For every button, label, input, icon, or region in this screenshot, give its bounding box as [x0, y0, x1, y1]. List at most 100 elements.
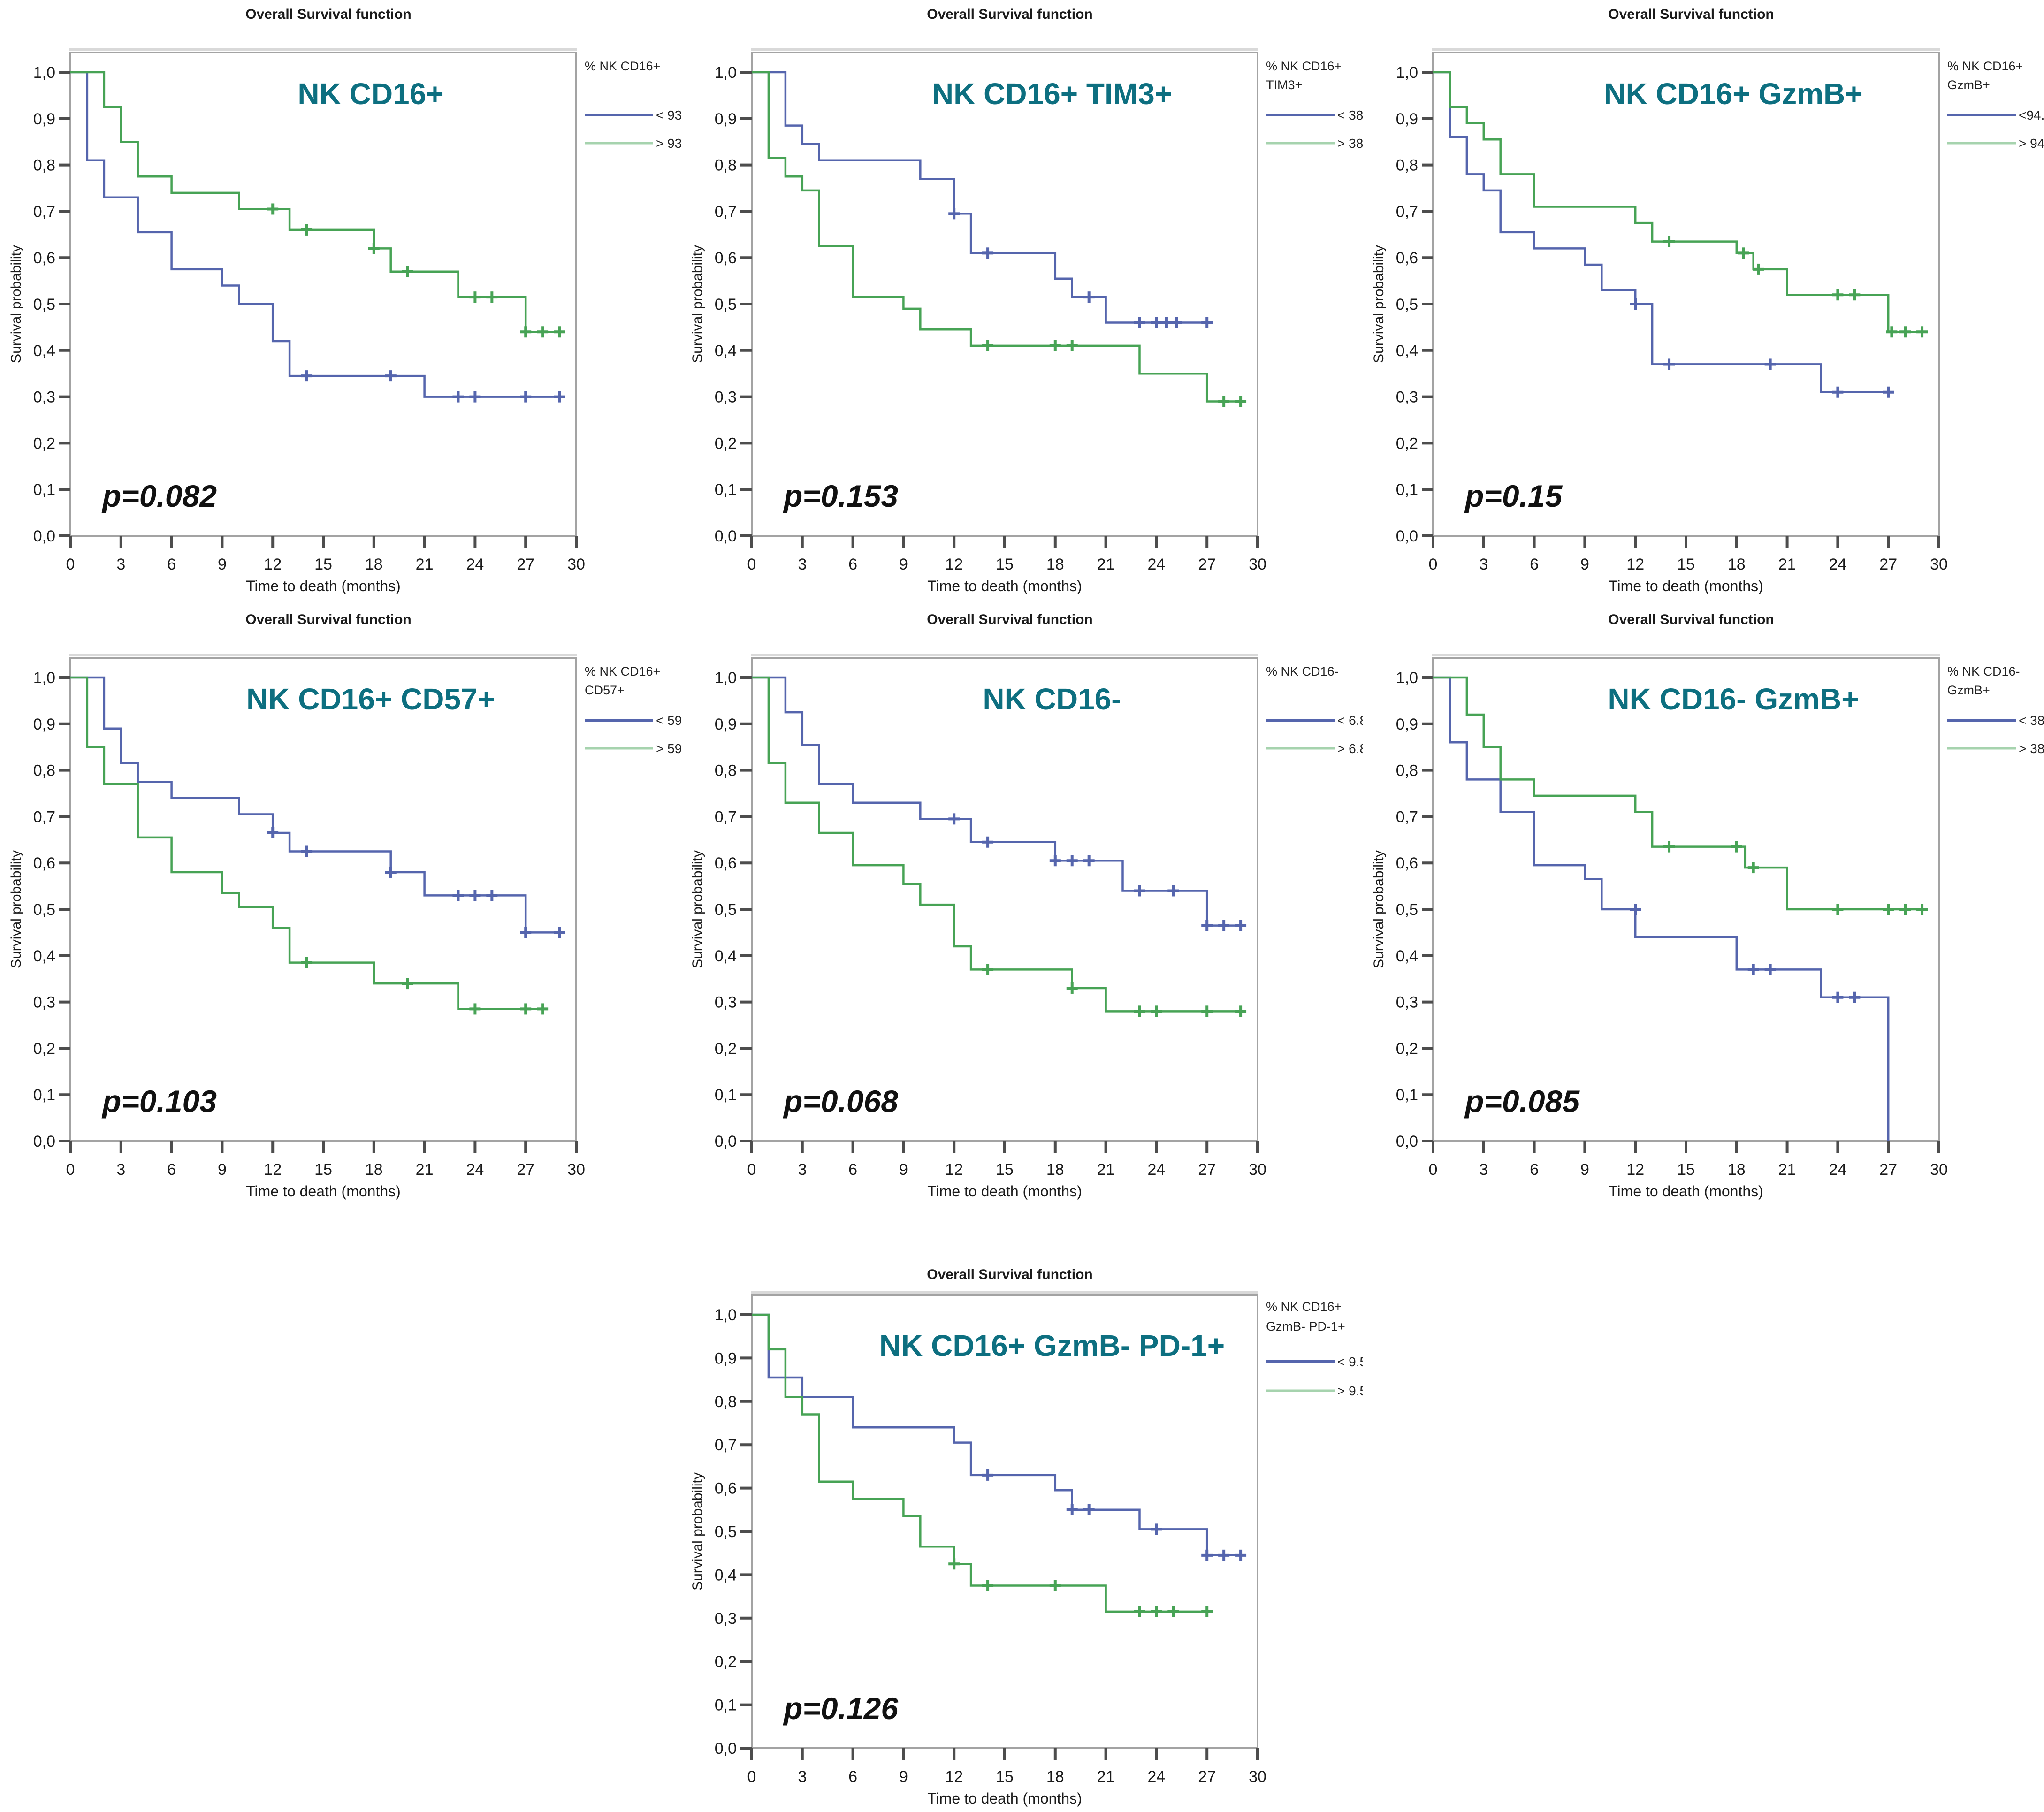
group-heading: NK CD16+ CD57+ — [246, 682, 495, 716]
legend-entry-label: > 59.8 — [656, 741, 681, 756]
km-panel-nk-cd16-pos-gzmb-neg-pd1-pos: Overall Survival function 0,0 0,1 0,2 0,3 0,4… — [681, 1211, 1363, 1812]
legend-title-line: GzmB- PD-1+ — [1266, 1319, 1345, 1333]
p-value: p=0.082 — [101, 479, 217, 513]
x-tick-label: 3 — [798, 1161, 807, 1179]
km-curve-high-group — [752, 676, 1241, 1013]
y-tick-label: 0,5 — [33, 901, 55, 919]
p-value: p=0.15 — [1464, 479, 1563, 513]
km-chart-nk-cd16-pos: Overall Survival function 0,0 0,1 0,2 0,3 0,4… — [8, 7, 681, 594]
km-panel-nk-cd16-pos-cd57-pos: Overall Survival function 0,0 0,1 0,2 0,3 0,4… — [0, 605, 681, 1211]
x-tick-label: 27 — [517, 556, 534, 573]
x-tick-label: 27 — [517, 1161, 534, 1179]
y-tick-label: 0,5 — [33, 296, 55, 313]
y-tick-label: 0,6 — [715, 249, 737, 267]
x-tick-label: 6 — [167, 556, 176, 573]
y-tick-label: 0,9 — [715, 1349, 737, 1367]
y-axis-label: Survival probability — [8, 245, 24, 363]
y-tick-label: 0,9 — [1396, 716, 1418, 733]
x-tick-label: 30 — [1249, 1161, 1266, 1179]
x-tick-label: 3 — [1479, 556, 1488, 573]
legend-title-line: TIM3+ — [1266, 78, 1302, 92]
y-tick-label: 0,7 — [1396, 203, 1418, 221]
x-tick-label: 15 — [1677, 1161, 1695, 1179]
chart-title: Overall Survival function — [1608, 7, 1774, 22]
legend-title-line: % NK CD16+ — [1266, 1300, 1342, 1314]
legend-title-line: % NK CD16+ — [585, 664, 660, 678]
x-tick-label: 6 — [1530, 556, 1539, 573]
x-tick-label: 21 — [1097, 1768, 1115, 1786]
legend-title-line: % NK CD16+ — [585, 59, 660, 73]
km-curve-high-group — [752, 71, 1241, 403]
y-tick-label: 0,3 — [1396, 994, 1418, 1012]
km-curve-low-group — [70, 676, 560, 934]
x-axis-label: Time to death (months) — [1609, 578, 1763, 594]
x-tick-label: 15 — [996, 1768, 1014, 1786]
km-chart-nk-cd16-neg: Overall Survival function 0,0 0,1 0,2 0,3 0,4… — [690, 612, 1363, 1200]
x-tick-label: 12 — [1626, 1161, 1644, 1179]
y-tick-label: 0,7 — [1396, 808, 1418, 826]
x-tick-label: 27 — [1198, 1768, 1216, 1786]
x-tick-label: 27 — [1198, 556, 1216, 573]
x-tick-label: 24 — [466, 556, 484, 573]
km-curve-high-group — [1433, 71, 1922, 333]
chart-title: Overall Survival function — [927, 7, 1092, 22]
y-tick-label: 0,2 — [715, 1653, 737, 1671]
p-value: p=0.085 — [1464, 1084, 1580, 1119]
x-tick-label: 0 — [66, 556, 75, 573]
y-tick-label: 0,6 — [33, 249, 55, 267]
legend-entry-label: > 38.2 — [2019, 741, 2044, 756]
y-tick-label: 0,3 — [715, 388, 737, 406]
x-tick-label: 18 — [1046, 1161, 1064, 1179]
y-tick-label: 1,0 — [33, 669, 55, 687]
km-panel-nk-cd16-neg-gzmb-pos: Overall Survival function 0,0 0,1 0,2 0,3 0,4… — [1363, 605, 2044, 1211]
x-tick-label: 9 — [899, 1161, 908, 1179]
y-tick-label: 0,7 — [33, 203, 55, 221]
x-axis-label: Time to death (months) — [246, 578, 401, 594]
y-tick-label: 0,3 — [33, 994, 55, 1012]
y-tick-label: 0,9 — [33, 110, 55, 128]
km-curve-low-group — [752, 676, 1241, 927]
y-tick-label: 0,6 — [715, 854, 737, 872]
x-axis-label: Time to death (months) — [246, 1183, 401, 1200]
km-curve-low-group — [752, 1313, 1241, 1557]
legend-title-line: CD57+ — [585, 683, 625, 697]
x-axis-label: Time to death (months) — [1609, 1183, 1763, 1200]
x-tick-label: 21 — [416, 556, 434, 573]
km-curve-low-group — [1433, 676, 1890, 1141]
km-panel-nk-cd16-pos-tim3-pos: Overall Survival function 0,0 0,1 0,2 0,3 0,4… — [681, 0, 1363, 605]
y-tick-label: 0,0 — [715, 527, 737, 545]
y-tick-label: 0,5 — [715, 296, 737, 313]
chart-title: Overall Survival function — [245, 7, 411, 22]
y-tick-label: 0,7 — [715, 808, 737, 826]
legend-entry-label: > 9.5 — [1337, 1384, 1363, 1398]
x-tick-label: 24 — [1147, 556, 1165, 573]
y-axis-label: Survival probability — [1371, 850, 1387, 968]
km-curve-low-group — [1433, 71, 1889, 393]
y-tick-label: 0,5 — [1396, 901, 1418, 919]
km-curve-high-group — [70, 71, 560, 333]
x-tick-label: 12 — [1626, 556, 1644, 573]
legend-entry-label: > 93.3 — [656, 136, 681, 151]
group-heading: NK CD16+ GzmB+ — [1604, 77, 1862, 111]
y-tick-label: 0,7 — [33, 808, 55, 826]
x-tick-label: 9 — [218, 1161, 227, 1179]
x-tick-label: 6 — [1530, 1161, 1539, 1179]
y-tick-label: 0,8 — [33, 157, 55, 175]
y-tick-label: 0,2 — [33, 1040, 55, 1058]
x-tick-label: 12 — [945, 1161, 963, 1179]
x-tick-label: 24 — [466, 1161, 484, 1179]
legend-title-line: GzmB+ — [1947, 683, 1990, 697]
y-tick-label: 0,8 — [715, 1393, 737, 1411]
y-tick-label: 0,4 — [715, 342, 737, 360]
x-tick-label: 21 — [1097, 1161, 1115, 1179]
y-axis-label: Survival probability — [690, 850, 705, 968]
y-tick-label: 0,6 — [1396, 854, 1418, 872]
x-tick-label: 0 — [747, 1161, 756, 1179]
x-tick-label: 3 — [798, 1768, 807, 1786]
plot-box — [69, 52, 577, 537]
y-tick-label: 0,9 — [715, 110, 737, 128]
x-tick-label: 30 — [1930, 1161, 1948, 1179]
group-heading: NK CD16- GzmB+ — [1608, 682, 1859, 716]
chart-title: Overall Survival function — [927, 612, 1092, 627]
x-tick-label: 21 — [1097, 556, 1115, 573]
